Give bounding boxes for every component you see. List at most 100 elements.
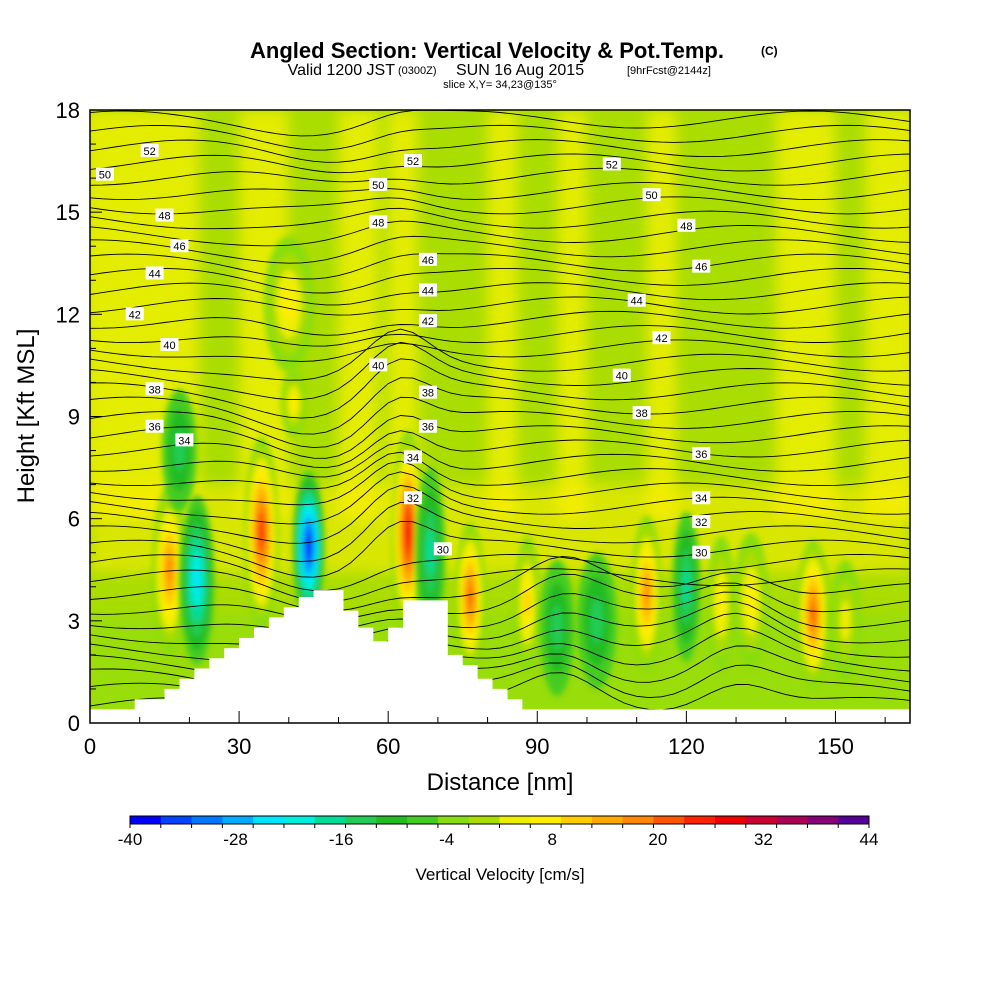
- isentrope-label-text: 42: [129, 309, 141, 321]
- velocity-contour: [811, 604, 816, 624]
- velocity-cell: [672, 511, 701, 662]
- isentrope-label-box: [369, 215, 388, 229]
- isentrope-label-box: [175, 433, 194, 447]
- colorbar-swatch: [222, 816, 254, 824]
- velocity-contour: [682, 568, 690, 606]
- isentrope-label: 38: [632, 406, 651, 420]
- isentrope-label-text: 34: [695, 493, 707, 505]
- velocity-contour: [307, 538, 311, 554]
- velocity-cell: [707, 535, 736, 672]
- isentrope-label: 34: [692, 491, 711, 505]
- valid-date: SUN 16 Aug 2015: [456, 62, 584, 79]
- isentrope-label: 34: [404, 450, 423, 464]
- velocity-contour: [524, 590, 530, 618]
- isentrope-line: [90, 139, 910, 163]
- valid-prefix: Valid 1200 JST: [288, 62, 396, 79]
- velocity-cell: [281, 368, 307, 437]
- colorbar-swatch: [191, 816, 223, 824]
- isentrope-label-box: [433, 542, 452, 556]
- chart-title: Angled Section: Vertical Velocity & Pot.…: [250, 38, 724, 63]
- colorbar-swatch: [591, 816, 624, 824]
- isentrope-line: [90, 556, 910, 612]
- colorbar-tick-label: 32: [754, 830, 773, 849]
- isentrope-line: [90, 591, 910, 633]
- isentrope-label: 36: [145, 419, 164, 434]
- isentrope-label-box: [145, 266, 164, 280]
- isentrope-label: 44: [418, 283, 437, 297]
- isentrope-line: [90, 235, 910, 264]
- x-axis: 0 30 60 90 120 150: [84, 711, 886, 759]
- isentrope-label: 38: [418, 385, 437, 400]
- colorbar-swatch: [776, 816, 808, 824]
- plot-area: 52 52 52 50 50 50 48 48 48 46 46 46 44 44 44 42 42 42 40 40…: [90, 110, 910, 723]
- colorbar-tick-label: 20: [648, 830, 667, 849]
- isentrope-line: [90, 253, 910, 280]
- colorbar-swatch: [499, 816, 531, 824]
- colorbar-swatch: [684, 816, 716, 824]
- isentrope-label-box: [404, 450, 423, 464]
- colorbar-swatch: [253, 816, 285, 824]
- isentrope-line: [90, 451, 910, 490]
- colorbar-swatch: [530, 816, 562, 824]
- isentrope-label-text: 52: [407, 156, 419, 168]
- isentrope-label-text: 50: [645, 190, 657, 202]
- forecast-label: [9hrFcst@2144z]: [627, 65, 711, 77]
- isentrope-label: 44: [627, 293, 646, 308]
- isentrope-label-box: [692, 545, 711, 559]
- isentrope-label-box: [369, 177, 388, 191]
- isentrope-line: [90, 110, 910, 137]
- velocity-cell: [152, 484, 187, 655]
- isentrope-line: [90, 415, 910, 459]
- field-band: [775, 110, 836, 519]
- isentrope-label-box: [418, 252, 437, 266]
- x-tick-label: 90: [525, 734, 549, 759]
- isentrope-label-box: [692, 446, 711, 460]
- isentrope-label-text: 40: [372, 360, 384, 372]
- isentrope-line: [90, 442, 910, 478]
- isentrope-label-box: [692, 259, 711, 273]
- isentrope-line: [90, 377, 910, 435]
- colorbar-swatch: [314, 816, 346, 824]
- velocity-cell: [796, 539, 830, 689]
- isentrope-line: [90, 328, 910, 381]
- velocity-cell: [830, 559, 861, 683]
- isentrope-label: 50: [95, 167, 114, 182]
- isentrope-label: 42: [652, 331, 671, 345]
- y-tick-label: 12: [56, 302, 80, 327]
- x-tick-label: 120: [668, 734, 705, 759]
- isentrope-label-text: 52: [606, 159, 618, 171]
- isentrope-line: [90, 501, 910, 562]
- field-band: [487, 110, 518, 519]
- x-tick-label: 30: [227, 734, 251, 759]
- isentrope-label-box: [418, 283, 437, 297]
- colorbar-swatch: [561, 816, 593, 824]
- colorbar-swatch: [437, 816, 470, 824]
- isentrope-label-text: 48: [372, 217, 384, 229]
- isentrope-label-box: [145, 382, 164, 396]
- isentrope-label-text: 36: [148, 422, 160, 434]
- isentrope-label-text: 42: [422, 316, 434, 328]
- colorbar-swatch: [283, 816, 316, 824]
- isentrope-label-box: [140, 143, 159, 157]
- isentrope-label-box: [642, 188, 661, 202]
- velocity-contour: [426, 531, 435, 575]
- isentrope-line: [90, 207, 910, 230]
- isentrope-label-text: 48: [680, 221, 692, 233]
- colorbar-swatch: [407, 816, 439, 824]
- isentrope-label-text: 44: [631, 296, 643, 308]
- isentrope-label: 46: [692, 259, 711, 274]
- isentrope-label: 40: [369, 358, 388, 372]
- isentrope-label-text: 40: [616, 371, 628, 383]
- colorbar-swatch: [838, 816, 870, 824]
- isentrope-line: [90, 196, 910, 215]
- y-tick-label: 3: [68, 609, 80, 634]
- isentrope-line: [90, 553, 910, 592]
- isentrope-line: [90, 573, 910, 621]
- isentrope-label: 50: [369, 177, 388, 192]
- x-tick-label: 60: [376, 734, 400, 759]
- isentrope-label-text: 46: [695, 262, 707, 274]
- isentrope-label-box: [627, 293, 646, 307]
- isentrope-line: [90, 430, 910, 469]
- isentrope-label: 48: [677, 218, 696, 233]
